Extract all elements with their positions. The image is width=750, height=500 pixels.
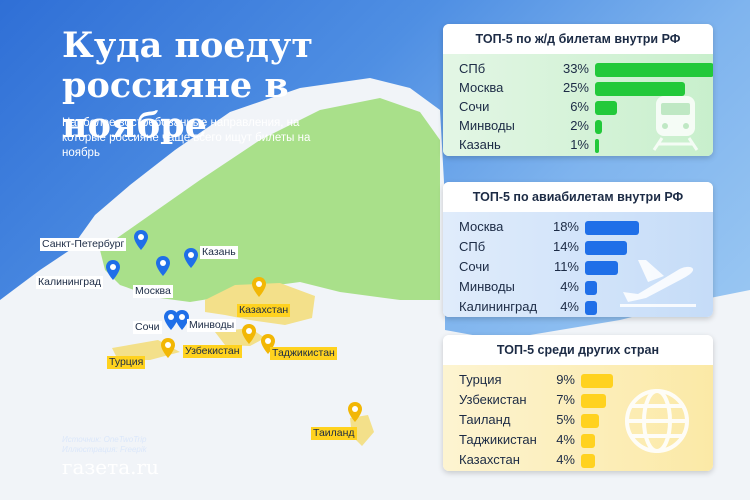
abroad-pct-1: 9% — [556, 372, 575, 387]
city-label-kazakhstan: Казахстан — [237, 304, 291, 317]
air-panel-title: ТОП-5 по авиабилетам внутри РФ — [443, 182, 713, 212]
air-pct-2: 14% — [552, 239, 579, 254]
city-label-spb: Санкт-Петербург — [40, 238, 127, 251]
abroad-bar-3 — [581, 414, 599, 428]
pin-thailand — [348, 402, 362, 422]
air-label-3: Сочи — [459, 259, 490, 274]
rail-bar-4 — [595, 120, 603, 134]
map-land-russia — [100, 98, 440, 302]
abroad-pct-3: 5% — [556, 412, 575, 427]
rail-bar-1 — [595, 63, 713, 77]
pin-kaliningrad — [106, 260, 120, 280]
rail-bar-5 — [595, 139, 599, 153]
pin-moscow — [156, 256, 170, 276]
rail-label-1: СПб — [459, 61, 486, 76]
airplane-icon — [620, 260, 696, 307]
pin-minvody — [175, 310, 189, 330]
globe-icon — [625, 389, 689, 453]
city-label-turkey: Турция — [107, 356, 146, 369]
train-icon — [652, 96, 699, 151]
abroad-pct-5: 4% — [556, 452, 575, 467]
abroad-label-4: Таджикистан — [459, 432, 537, 447]
air-bar-2 — [585, 241, 627, 255]
air-pct-3: 11% — [553, 259, 579, 274]
pin-kazakhstan — [252, 277, 266, 297]
rail-label-3: Сочи — [459, 99, 490, 114]
air-bar-4 — [585, 281, 597, 295]
air-pct-5: 4% — [560, 299, 579, 314]
abroad-label-3: Таиланд — [459, 412, 511, 427]
abroad-label-2: Узбекистан — [459, 392, 527, 407]
rail-pct-3: 6% — [570, 99, 589, 114]
air-label-1: Москва — [459, 219, 504, 234]
rail-pct-2: 25% — [562, 80, 589, 95]
city-label-kazan: Казань — [200, 246, 238, 259]
abroad-chart: Турция 9% Узбекистан 7% Таиланд 5% Таджикис… — [443, 365, 713, 471]
pin-uzbekistan — [242, 324, 256, 344]
rail-pct-1: 33% — [562, 61, 589, 76]
rail-label-2: Москва — [459, 80, 504, 95]
pin-spb — [134, 230, 148, 250]
page-subtitle: Наиболее востребованные направления, на … — [62, 117, 311, 159]
city-label-thailand: Таиланд — [311, 427, 357, 440]
city-label-tajikistan: Таджикистан — [270, 347, 337, 360]
abroad-pct-4: 4% — [556, 432, 575, 447]
rail-pct-5: 1% — [570, 137, 589, 152]
abroad-panel-title: ТОП-5 среди других стран — [443, 335, 713, 365]
air-chart: Москва 18% СПб 14% Сочи 11% Минводы 4% Калин… — [443, 212, 713, 317]
air-label-2: СПб — [459, 239, 486, 254]
abroad-bar-1 — [581, 374, 613, 388]
pin-kazan — [184, 248, 198, 268]
air-pct-4: 4% — [560, 279, 579, 294]
abroad-panel: ТОП-5 среди других стран Турция 9% Узбеки… — [443, 335, 713, 471]
page-title: Куда поедут россияне в ноябре — [62, 25, 314, 146]
pin-sochi — [164, 310, 178, 330]
air-panel: ТОП-5 по авиабилетам внутри РФ Москва 18%… — [443, 182, 713, 317]
air-bar-3 — [585, 261, 618, 275]
rail-label-5: Казань — [459, 137, 501, 152]
source-note: Источник: OneTwoTrip Иллюстрация: Freepi… — [62, 435, 147, 455]
abroad-bar-4 — [581, 434, 595, 448]
air-label-4: Минводы — [459, 279, 515, 294]
abroad-label-1: Турция — [459, 372, 502, 387]
pin-turkey — [161, 338, 175, 358]
brand-logo: газета.ru — [62, 455, 159, 479]
city-label-sochi: Сочи — [133, 321, 162, 334]
rail-panel-title: ТОП-5 по ж/д билетам внутри РФ — [443, 24, 713, 54]
abroad-bar-5 — [581, 454, 595, 468]
air-label-5: Калининград — [459, 299, 538, 314]
city-label-moscow: Москва — [133, 285, 173, 298]
rail-chart: СПб 33% Москва 25% Сочи 6% Минводы 2% Казань… — [443, 54, 713, 156]
illustration-credit: Иллюстрация: Freepik — [62, 445, 147, 454]
abroad-bar-2 — [581, 394, 606, 408]
air-bar-5 — [585, 301, 597, 315]
rail-panel: ТОП-5 по ж/д билетам внутри РФ СПб 33% Мо… — [443, 24, 713, 156]
city-label-uzbekistan: Узбекистан — [183, 345, 242, 358]
rail-bar-2 — [595, 82, 685, 96]
source-text: Источник: OneTwoTrip — [62, 435, 147, 444]
abroad-label-5: Казахстан — [459, 452, 520, 467]
rail-pct-4: 2% — [570, 118, 589, 133]
air-pct-1: 18% — [552, 219, 579, 234]
city-label-minvody: Минводы — [187, 319, 237, 332]
city-label-kaliningrad: Калининград — [36, 276, 104, 289]
rail-bar-3 — [595, 101, 617, 115]
rail-label-4: Минводы — [459, 118, 515, 133]
abroad-pct-2: 7% — [556, 392, 575, 407]
air-bar-1 — [585, 221, 639, 235]
